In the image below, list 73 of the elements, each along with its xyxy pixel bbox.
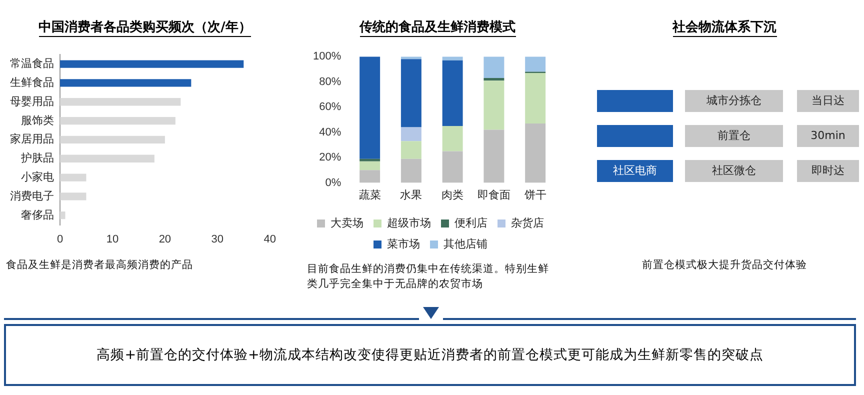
- x-tick-label: 蔬菜: [358, 188, 381, 202]
- y-tick-label: 常温食品: [10, 57, 54, 70]
- bar: [400, 127, 422, 142]
- y-tick-label: 消费电子: [10, 189, 54, 202]
- y-tick-label: 家居用品: [10, 132, 54, 146]
- y-tick-label: 60%: [319, 101, 342, 114]
- bar: [484, 80, 504, 130]
- bar: [360, 170, 380, 183]
- bar: [360, 158, 380, 162]
- y-tick-label: 生鲜食品: [10, 76, 54, 89]
- y-tick-label: 服饰类: [21, 114, 54, 127]
- bar: [60, 60, 244, 68]
- bar: [442, 126, 463, 152]
- x-tick-label: 20: [158, 233, 172, 246]
- bar: [60, 116, 176, 125]
- y-tick-label: 奢侈品: [21, 209, 54, 222]
- bar: [360, 56, 380, 159]
- legend-label: 菜市场: [387, 238, 420, 251]
- text: 社区微仓: [712, 164, 756, 177]
- x-tick-label: 10: [106, 233, 119, 246]
- legend-label: 杂货店: [511, 216, 544, 230]
- y-tick-label: 护肤品: [20, 152, 54, 165]
- chart-title: 传统的食品及生鲜消费模式: [360, 20, 516, 37]
- text: 社区电商: [613, 164, 657, 177]
- bar: [60, 136, 165, 144]
- x-tick-label: 水果: [400, 188, 422, 202]
- text: 城市分拣仓: [706, 94, 762, 107]
- bar: [60, 98, 181, 106]
- legend-label: 便利店: [454, 216, 488, 230]
- bar: [525, 123, 546, 183]
- y-tick-label: 0%: [325, 176, 342, 189]
- bar: [525, 56, 546, 72]
- bar: [60, 192, 86, 200]
- x-tick-label: 0: [56, 233, 64, 246]
- bar: [60, 154, 154, 162]
- x-tick-label: 饼干: [523, 188, 546, 202]
- x-tick-label: 40: [264, 233, 276, 246]
- text: 食品及生鲜是消费者最高频消费的产品: [6, 258, 193, 273]
- text: 高频+前置仓的交付体验+物流成本结构改变使得更贴近消费者的前置仓模式更可能成为生鲜新零售的突破点: [4, 324, 856, 386]
- y-tick-label: 母婴用品: [10, 96, 54, 108]
- bar: [60, 79, 192, 87]
- text: 前置仓模式极大提升货品交付体验: [641, 258, 808, 273]
- y-tick-label: 80%: [319, 76, 342, 88]
- text: 30min: [810, 129, 846, 142]
- text: 前置仓: [718, 129, 750, 142]
- bar: [60, 174, 86, 182]
- y-tick-label: 100%: [312, 50, 342, 63]
- bar: [525, 73, 546, 124]
- bar: [400, 158, 422, 183]
- bar: [360, 161, 380, 170]
- text: 目前食品生鲜的消费仍集中在传统渠道。特别生鲜类几乎完全集中于无品牌的农贸市场: [307, 262, 550, 292]
- bar: [484, 130, 504, 183]
- legend-label: 其他店铺: [444, 238, 488, 251]
- chart-title: 中国消费者各品类购买频次（次/年）: [38, 20, 252, 37]
- legend-label: 超级市场: [387, 216, 431, 230]
- x-tick-label: 即食面: [477, 189, 510, 202]
- text: 即时达: [812, 164, 844, 177]
- y-tick-label: 20%: [319, 152, 342, 164]
- text: 当日达: [812, 94, 844, 107]
- bar: [442, 60, 463, 126]
- bar: [484, 78, 504, 81]
- x-tick-label: 肉类: [442, 188, 464, 202]
- text: 社会物流体系下沉: [672, 20, 776, 37]
- bar: [442, 151, 463, 183]
- bar: [400, 59, 422, 128]
- y-tick-label: 40%: [319, 126, 342, 138]
- x-tick-label: 30: [211, 233, 224, 246]
- bar: [60, 212, 66, 220]
- bar: [442, 56, 463, 60]
- y-tick-label: 小家电: [21, 170, 54, 184]
- legend-label: 大卖场: [330, 216, 364, 230]
- bar: [484, 56, 504, 78]
- bar: [400, 141, 422, 159]
